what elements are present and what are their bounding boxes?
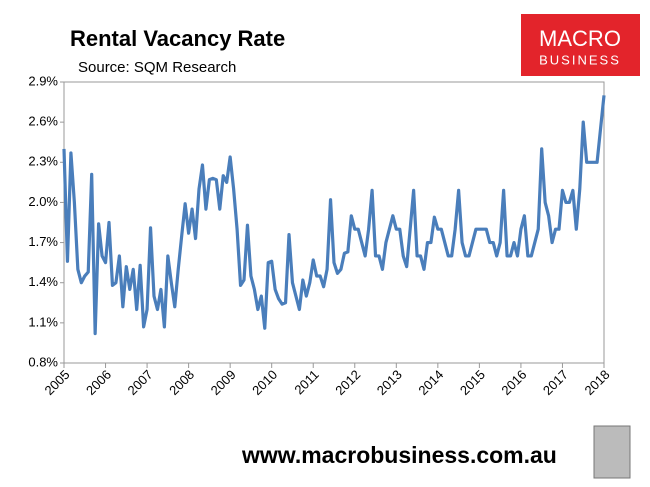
chart-subtitle: Source: SQM Research: [78, 59, 236, 76]
x-tick-label: 2011: [291, 367, 321, 397]
x-tick-label: 2015: [457, 367, 488, 398]
x-tick-label: 2005: [41, 367, 72, 398]
chart-title: Rental Vacancy Rate: [70, 26, 285, 51]
footer-url: www.macrobusiness.com.au: [241, 442, 557, 468]
logo-text: MACRO: [539, 26, 621, 51]
data-line: [62, 95, 606, 336]
x-tick-label: 2006: [83, 367, 114, 398]
y-tick-label: 1.7%: [28, 234, 58, 249]
y-tick-label: 2.3%: [28, 154, 58, 169]
x-tick-label: 2016: [498, 367, 529, 398]
y-tick-label: 2.6%: [28, 114, 58, 129]
y-tick-label: 1.1%: [28, 314, 58, 329]
plot-frame: [63, 81, 605, 364]
x-tick-label: 2014: [415, 367, 446, 398]
y-tick-label: 2.0%: [28, 194, 58, 209]
x-tick-label: 2009: [208, 367, 239, 398]
logo-box: [521, 14, 640, 76]
wolf-icon: [593, 425, 631, 479]
x-tick-label: 2008: [166, 367, 197, 398]
y-tick-label: 1.4%: [28, 274, 58, 289]
x-tick-label: 2018: [581, 367, 612, 398]
logo-text: BUSINESS: [539, 52, 621, 67]
y-tick-label: 2.9%: [28, 73, 58, 88]
y-tick-label: 0.8%: [28, 354, 58, 369]
x-tick-label: 2013: [374, 367, 405, 398]
x-tick-label: 2012: [332, 367, 363, 398]
x-tick-label: 2017: [540, 367, 571, 398]
x-tick-label: 2010: [249, 367, 280, 398]
x-tick-label: 2007: [125, 367, 156, 398]
